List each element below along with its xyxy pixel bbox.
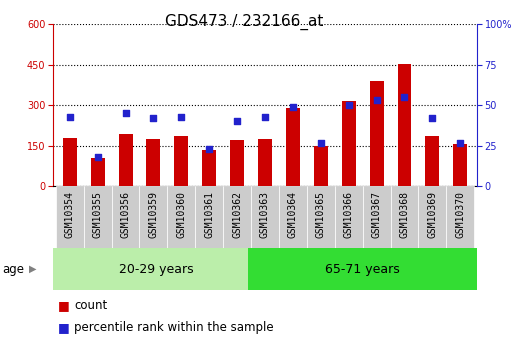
Text: GSM10365: GSM10365 xyxy=(316,191,326,238)
Point xyxy=(205,146,214,152)
Text: age: age xyxy=(3,263,25,276)
Bar xyxy=(314,146,328,186)
Bar xyxy=(258,139,272,186)
Text: 65-71 years: 65-71 years xyxy=(325,263,400,276)
Point xyxy=(428,116,437,121)
Bar xyxy=(307,186,335,248)
Bar xyxy=(139,186,167,248)
Point xyxy=(261,114,269,119)
Bar xyxy=(418,186,446,248)
Point xyxy=(149,116,157,121)
Bar xyxy=(398,64,411,186)
Bar xyxy=(119,134,132,186)
Bar xyxy=(230,139,244,186)
Text: percentile rank within the sample: percentile rank within the sample xyxy=(74,321,274,334)
Bar xyxy=(174,136,188,186)
Point xyxy=(456,140,464,145)
Bar xyxy=(426,136,439,186)
Bar xyxy=(167,186,195,248)
Bar xyxy=(84,186,112,248)
Bar xyxy=(335,186,363,248)
Text: 20-29 years: 20-29 years xyxy=(119,263,193,276)
Text: GSM10354: GSM10354 xyxy=(65,191,75,238)
Bar xyxy=(342,101,356,186)
Bar xyxy=(251,186,279,248)
Bar xyxy=(112,186,139,248)
Point xyxy=(373,98,381,103)
Text: GSM10355: GSM10355 xyxy=(93,191,103,238)
Text: ▶: ▶ xyxy=(29,264,37,274)
Text: GSM10363: GSM10363 xyxy=(260,191,270,238)
Bar xyxy=(279,186,307,248)
Text: GSM10356: GSM10356 xyxy=(120,191,130,238)
Text: GSM10366: GSM10366 xyxy=(343,191,354,238)
Text: GDS473 / 232166_at: GDS473 / 232166_at xyxy=(165,14,323,30)
Point xyxy=(316,140,325,145)
Bar xyxy=(248,248,477,290)
Bar xyxy=(391,186,418,248)
Bar xyxy=(91,158,104,186)
Text: GSM10370: GSM10370 xyxy=(455,191,465,238)
Text: ■: ■ xyxy=(58,299,70,312)
Point xyxy=(400,94,409,100)
Bar xyxy=(146,139,161,186)
Text: GSM10369: GSM10369 xyxy=(427,191,437,238)
Text: count: count xyxy=(74,299,108,312)
Bar xyxy=(195,186,223,248)
Bar xyxy=(56,186,84,248)
Point xyxy=(66,114,74,119)
Bar xyxy=(453,144,467,186)
Point xyxy=(233,119,241,124)
Bar xyxy=(369,81,384,186)
Bar xyxy=(53,248,248,290)
Point xyxy=(121,110,130,116)
Bar xyxy=(363,186,391,248)
Text: GSM10368: GSM10368 xyxy=(400,191,410,238)
Bar xyxy=(286,108,300,186)
Bar xyxy=(446,186,474,248)
Point xyxy=(177,114,186,119)
Point xyxy=(289,104,297,110)
Bar xyxy=(202,150,216,186)
Text: GSM10367: GSM10367 xyxy=(372,191,382,238)
Text: GSM10359: GSM10359 xyxy=(148,191,158,238)
Point xyxy=(344,102,353,108)
Text: GSM10361: GSM10361 xyxy=(204,191,214,238)
Text: GSM10364: GSM10364 xyxy=(288,191,298,238)
Text: GSM10362: GSM10362 xyxy=(232,191,242,238)
Bar xyxy=(63,138,77,186)
Text: ■: ■ xyxy=(58,321,70,334)
Point xyxy=(93,154,102,160)
Text: GSM10360: GSM10360 xyxy=(176,191,187,238)
Bar xyxy=(223,186,251,248)
